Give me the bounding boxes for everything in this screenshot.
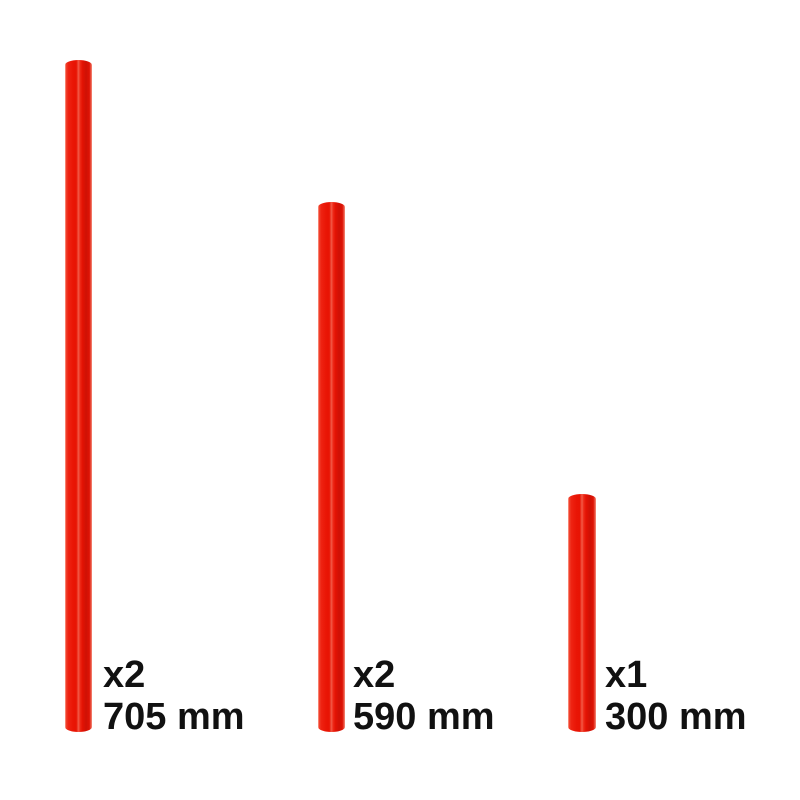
- pole-bar: [318, 202, 345, 732]
- item-label: x2 590 mm: [353, 654, 495, 738]
- item-label: x2 705 mm: [103, 654, 245, 738]
- length-label: 300 mm: [605, 696, 747, 738]
- pole-bar: [568, 494, 596, 732]
- length-label: 590 mm: [353, 696, 495, 738]
- item-label: x1 300 mm: [605, 654, 747, 738]
- quantity-label: x1: [605, 654, 648, 696]
- length-label: 705 mm: [103, 696, 245, 738]
- quantity-label: x2: [103, 654, 146, 696]
- quantity-label: x2: [353, 654, 396, 696]
- pole-bar: [65, 60, 92, 732]
